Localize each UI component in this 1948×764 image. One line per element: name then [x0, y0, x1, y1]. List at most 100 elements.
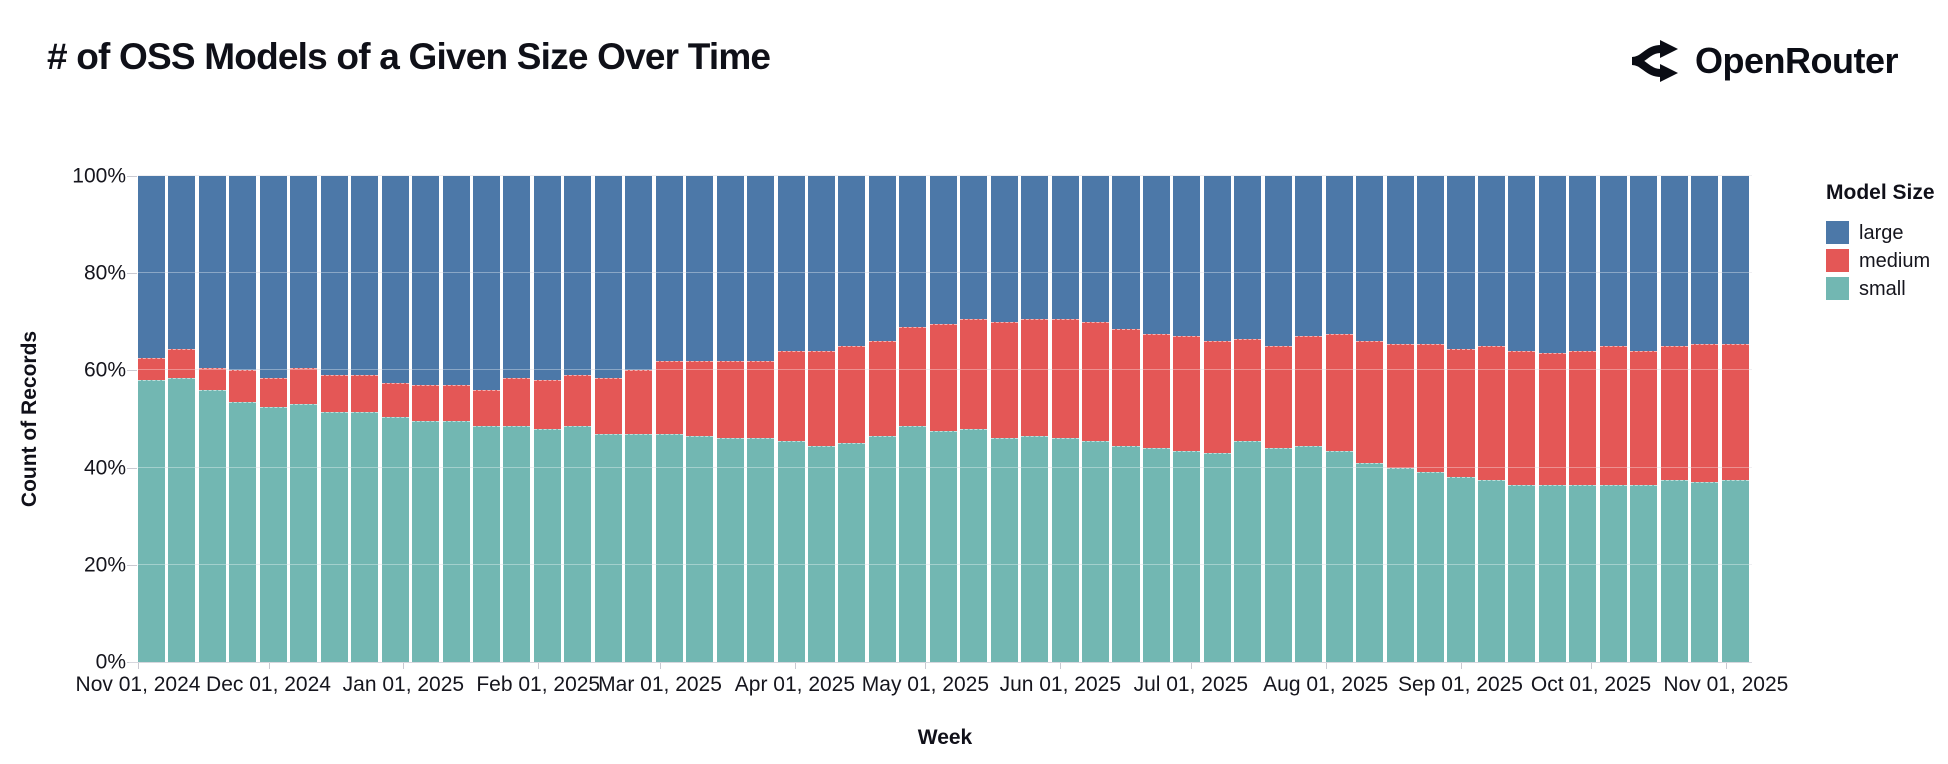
x-tick-label: Aug 01, 2025	[1263, 673, 1389, 696]
x-tick-mark	[1190, 662, 1192, 669]
x-tick-mark	[1591, 662, 1593, 669]
bar-segment-large	[1112, 176, 1140, 330]
bar-segment-medium	[564, 375, 592, 427]
bar-segment-small	[1082, 440, 1110, 662]
bar-week-2025-06-06	[1082, 176, 1110, 662]
bar-week-2025-08-29	[1447, 176, 1475, 662]
bar-segment-large	[1234, 176, 1262, 339]
bar-week-2025-08-22	[1417, 176, 1445, 662]
x-tick-mark	[1060, 662, 1062, 669]
y-tick-mark	[127, 467, 137, 469]
bar-segment-small	[807, 445, 835, 662]
bar-week-2025-04-25	[899, 176, 927, 662]
bar-week-2025-03-28	[777, 176, 805, 662]
bar-segment-large	[838, 176, 866, 347]
bar-segment-medium	[686, 360, 714, 436]
x-tick-mark	[925, 662, 927, 669]
bar-week-2025-02-14	[594, 176, 622, 662]
bar-segment-small	[259, 406, 287, 662]
bar-segment-large	[1173, 176, 1201, 337]
bar-week-2024-11-29	[259, 176, 287, 662]
bar-segment-medium	[1660, 346, 1688, 480]
y-tick-label: 60%	[83, 358, 126, 382]
bar-segment-large	[259, 176, 287, 378]
x-tick-mark	[268, 662, 270, 669]
bar-segment-large	[472, 176, 501, 390]
bar-week-2025-09-05	[1477, 176, 1505, 662]
bar-segment-small	[686, 436, 714, 662]
bar-week-2024-11-22	[229, 176, 257, 662]
bar-segment-small	[625, 433, 653, 662]
bar-segment-medium	[1569, 350, 1597, 485]
bar-segment-large	[625, 176, 653, 371]
bar-segment-medium	[1538, 353, 1566, 485]
bar-segment-medium	[807, 350, 835, 446]
x-tick-label: Nov 01, 2024	[75, 673, 201, 696]
bar-segment-large	[1203, 176, 1231, 342]
bar-segment-medium	[777, 350, 805, 441]
bar-segment-small	[960, 428, 988, 662]
bar-segment-large	[1051, 176, 1079, 320]
x-tick-mark	[538, 662, 540, 669]
bar-week-2024-11-15	[198, 176, 226, 662]
bar-segment-large	[320, 176, 348, 376]
bar-segment-small	[442, 421, 470, 662]
bar-week-2025-05-09	[960, 176, 988, 662]
x-axis-domain-line	[129, 662, 1752, 663]
legend-title: Model Size	[1826, 181, 1935, 204]
bar-segment-large	[960, 176, 988, 320]
bar-week-2025-08-15	[1386, 176, 1414, 662]
y-tick-label: 100%	[72, 164, 126, 188]
y-tick-mark	[127, 176, 137, 177]
bar-segment-large	[503, 176, 531, 378]
bar-segment-large	[198, 176, 226, 368]
bar-segment-medium	[1295, 336, 1323, 446]
bar-segment-medium	[625, 370, 653, 434]
bar-segment-medium	[259, 377, 287, 407]
bar-segment-small	[564, 426, 592, 662]
bar-segment-medium	[138, 358, 166, 381]
bar-week-2025-05-23	[1021, 176, 1049, 662]
legend-swatch-large	[1826, 221, 1849, 244]
bar-segment-large	[1721, 176, 1749, 344]
bar-week-2025-10-24	[1691, 176, 1719, 662]
bar-segment-medium	[1417, 343, 1445, 473]
bar-segment-large	[1569, 176, 1597, 351]
bar-segment-large	[1691, 176, 1719, 344]
bar-week-2025-06-20	[1142, 176, 1170, 662]
x-tick-label: May 01, 2025	[861, 673, 990, 696]
bar-segment-large	[351, 176, 379, 376]
bar-week-2025-02-21	[625, 176, 653, 662]
bar-segment-medium	[533, 380, 561, 429]
bar-week-2025-04-11	[838, 176, 866, 662]
bar-segment-large	[594, 176, 622, 378]
bar-segment-medium	[442, 384, 470, 422]
bar-week-2025-10-31	[1721, 176, 1749, 662]
bar-week-2025-07-04	[1203, 176, 1231, 662]
bar-segment-medium	[1386, 343, 1414, 468]
bar-segment-small	[1112, 445, 1140, 662]
bar-segment-medium	[198, 367, 226, 390]
bar-week-2024-12-20	[351, 176, 379, 662]
x-tick-label: Sep 01, 2025	[1398, 673, 1523, 696]
legend-label: large	[1859, 221, 1904, 244]
bar-week-2025-01-24	[503, 176, 531, 662]
bar-segment-small	[229, 401, 257, 662]
bar-segment-large	[412, 176, 440, 385]
bar-segment-small	[1569, 484, 1597, 662]
bar-segment-large	[1386, 176, 1414, 344]
bar-segment-medium	[1173, 336, 1201, 451]
x-tick-mark	[660, 662, 662, 669]
bar-segment-large	[868, 176, 896, 342]
bar-segment-medium	[1021, 319, 1049, 436]
bar-segment-small	[168, 377, 196, 662]
bar-segment-large	[533, 176, 561, 381]
bar-week-2025-09-19	[1538, 176, 1566, 662]
bar-segment-small	[1599, 484, 1627, 662]
bar-segment-medium	[1691, 343, 1719, 483]
bar-segment-small	[1173, 450, 1201, 662]
bar-segment-small	[655, 433, 683, 662]
bar-segment-medium	[351, 375, 379, 412]
bar-segment-small	[412, 421, 440, 662]
